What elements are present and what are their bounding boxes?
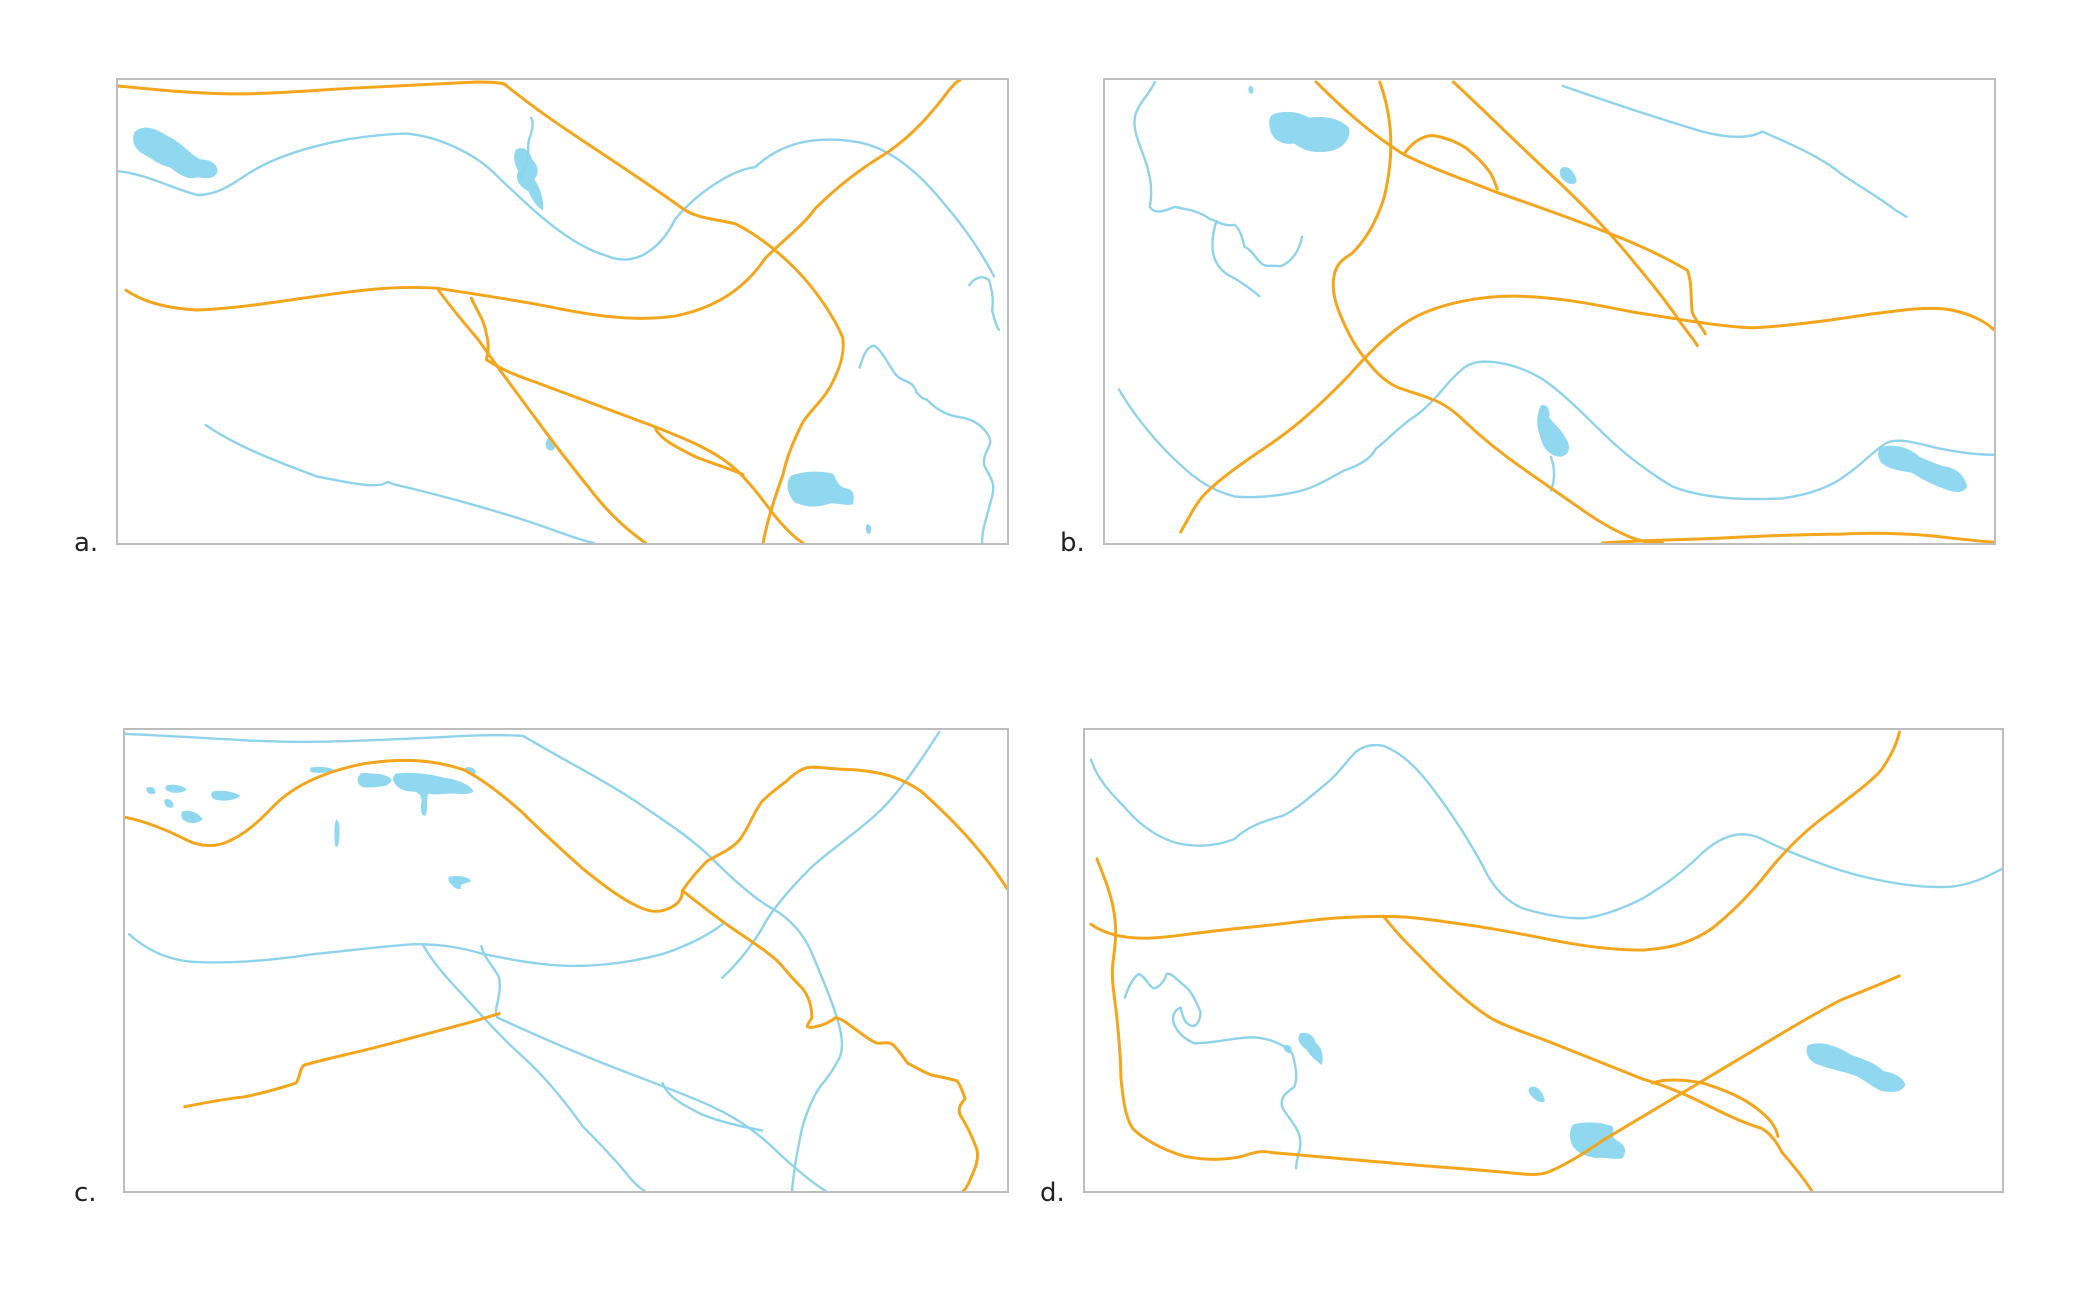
river [967, 276, 1001, 332]
roads-a [118, 80, 962, 543]
panel-label-c: c. [74, 1178, 97, 1208]
water-features-d [1089, 743, 2002, 1170]
river [1133, 80, 1304, 268]
lake [1559, 166, 1577, 185]
lake [1806, 1043, 1906, 1092]
panel-label-d: d. [1040, 1178, 1065, 1208]
river [858, 344, 995, 543]
lake [1878, 445, 1968, 492]
road [654, 427, 745, 477]
map-canvas-b [1117, 80, 1994, 543]
river [1089, 743, 2002, 920]
panel-label-a: a. [74, 528, 99, 558]
road [1331, 80, 1664, 543]
map-panel-d [1083, 728, 2004, 1193]
river [1211, 219, 1261, 298]
map-canvas-a [118, 80, 1001, 543]
road [1402, 134, 1499, 191]
road [469, 296, 805, 543]
panel-label-b: b. [1060, 528, 1085, 558]
road [183, 1012, 501, 1109]
lake [146, 786, 156, 794]
lake [165, 784, 187, 793]
river [127, 923, 724, 968]
road [1095, 857, 1901, 1176]
river [1123, 972, 1302, 1170]
lake [865, 524, 872, 535]
road [502, 82, 845, 543]
river [1549, 455, 1556, 492]
road [1601, 531, 1994, 543]
water-features-c [125, 730, 941, 1191]
road [437, 288, 648, 543]
map-canvas-d [1089, 730, 2002, 1191]
river [421, 942, 646, 1191]
map-panel-b [1103, 78, 1996, 545]
lake [787, 471, 854, 507]
lake [310, 766, 335, 773]
lake [133, 127, 218, 179]
lake [1248, 85, 1254, 94]
road [125, 758, 684, 913]
water-features-b [1117, 80, 1994, 501]
lake [164, 799, 174, 808]
map-panel-c [123, 728, 1009, 1193]
river [480, 944, 828, 1191]
river [125, 732, 844, 1191]
road [1089, 730, 1901, 952]
river [519, 116, 534, 181]
road [1651, 1078, 1780, 1138]
road [118, 80, 506, 96]
road [1382, 914, 1814, 1191]
road [680, 889, 980, 1191]
lake [514, 148, 544, 211]
river [661, 1081, 764, 1132]
map-panel-a [116, 78, 1009, 545]
road [1451, 80, 1699, 348]
lake [1569, 1122, 1626, 1159]
roads-c [125, 758, 1007, 1191]
lake [334, 819, 340, 848]
river [1561, 84, 1908, 219]
lake [357, 773, 392, 788]
road [680, 765, 1007, 893]
lake [181, 810, 203, 823]
lake [211, 790, 241, 801]
river [204, 423, 596, 543]
lake [1537, 404, 1570, 457]
road [1314, 80, 1707, 336]
map-canvas-c [125, 730, 1007, 1191]
lake [392, 772, 474, 816]
lake [1528, 1086, 1545, 1103]
lake [448, 875, 472, 890]
river [118, 132, 996, 278]
road [124, 80, 962, 320]
roads-b [1179, 80, 1994, 543]
road [1179, 294, 1994, 534]
lake [1269, 111, 1350, 153]
lake [1298, 1032, 1323, 1066]
river [1117, 360, 1994, 501]
roads-d [1089, 730, 1901, 1191]
water-features-a [118, 116, 1001, 543]
